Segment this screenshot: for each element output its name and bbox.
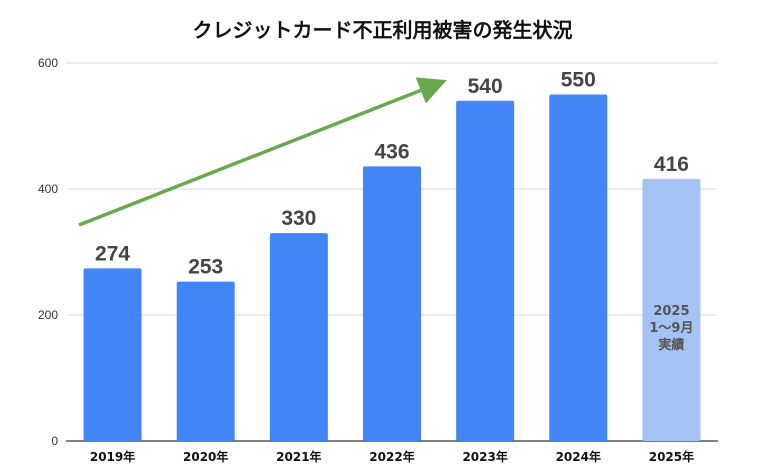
bar-2024年 [549, 94, 608, 441]
partial-year-note-line-0: 2025 [653, 304, 689, 319]
value-label-2024年: 550 [561, 69, 596, 92]
trend-arrow [78, 77, 447, 227]
y-tick-label-400: 400 [38, 182, 58, 196]
y-tick-label-0: 0 [51, 434, 58, 448]
value-label-2019年: 274 [95, 242, 130, 265]
labels-layer: 274 2019年 253 2020年 330 2021年 436 2022年 540 2023年… [90, 69, 694, 465]
y-tick-label-200: 200 [38, 308, 58, 322]
x-tick-label-2023年: 2023年 [462, 449, 507, 464]
y-tick-label-600: 600 [38, 56, 58, 70]
value-label-2023年: 540 [468, 75, 503, 98]
trend-arrow-layer [78, 77, 447, 227]
chart-title: クレジットカード不正利用被害の発生状況 [192, 18, 573, 42]
x-tick-label-2022年: 2022年 [369, 449, 414, 464]
value-label-2022年: 436 [374, 140, 409, 163]
value-label-2025年: 416 [654, 153, 689, 176]
bar-2019年 [83, 268, 142, 441]
bar-2020年 [176, 281, 235, 441]
bars-layer [83, 94, 701, 442]
value-label-2021年: 330 [281, 207, 316, 230]
bar-2025年 [642, 178, 701, 442]
x-tick-label-2025年: 2025年 [649, 449, 694, 464]
bar-2022年 [363, 166, 421, 441]
x-tick-label-2020年: 2020年 [183, 449, 228, 464]
x-tick-label-2021年: 2021年 [276, 449, 321, 464]
bar-2021年 [269, 233, 328, 441]
value-label-2020年: 253 [188, 256, 223, 279]
x-tick-label-2019年: 2019年 [90, 449, 135, 464]
partial-year-note-line-1: 1〜9月 [649, 321, 693, 336]
grid-layer: 0 200 400 600 [38, 56, 718, 448]
bar-2023年 [456, 100, 515, 442]
x-tick-label-2024年: 2024年 [556, 449, 601, 464]
partial-year-note-line-2: 実績 [658, 337, 684, 353]
